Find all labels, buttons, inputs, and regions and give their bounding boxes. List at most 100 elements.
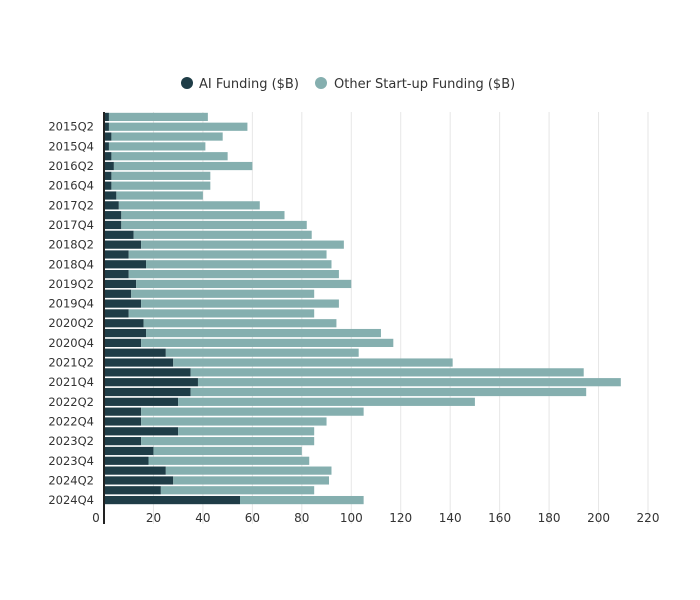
bar-ai-2023Q2 — [104, 437, 142, 446]
bar-ai-2023Q4 — [104, 456, 149, 465]
x-tick-label: 180 — [538, 511, 561, 525]
bar-other-2020Q3 — [146, 328, 381, 338]
category-label: 2017Q4 — [48, 218, 94, 232]
x-tick-labels: 0 20 40 60 80 100 120 140 160 180 200 220 — [92, 511, 659, 525]
category-label: 2018Q4 — [48, 257, 94, 271]
bar-other-2021Q1 — [165, 348, 359, 357]
legend-swatch-other — [315, 77, 327, 89]
bar-other-2020Q4 — [141, 338, 394, 347]
x-tick-label: 100 — [340, 511, 363, 525]
bar-ai-2017Q3 — [104, 211, 122, 220]
legend: AI Funding ($B) Other Start-up Funding (… — [181, 77, 515, 92]
bar-ai-2018Q3 — [104, 250, 129, 259]
bars — [104, 112, 621, 505]
x-tick-label: 80 — [294, 511, 309, 525]
x-tick-label: 120 — [389, 511, 412, 525]
category-label: 2023Q2 — [48, 434, 94, 448]
bar-other-2021Q3 — [190, 368, 584, 377]
bar-other-2020Q2 — [143, 319, 337, 328]
category-labels: 2015Q2 2015Q4 2016Q2 2016Q4 2017Q2 2017Q4 2018… — [48, 120, 94, 507]
bar-other-2022Q1 — [190, 387, 587, 397]
bar-ai-2016Q3 — [104, 171, 112, 180]
bar-other-2015Q4 — [108, 142, 206, 151]
category-label: 2023Q4 — [48, 454, 94, 468]
x-tick-label: 220 — [637, 511, 660, 525]
legend-label-ai: AI Funding ($B) — [199, 77, 299, 92]
bar-other-2017Q4 — [121, 220, 307, 230]
bar-other-2024Q4 — [240, 495, 364, 505]
bar-ai-2023Q3 — [104, 446, 154, 456]
bar-other-2015Q3 — [111, 132, 223, 141]
x-tick-label: 60 — [245, 511, 260, 525]
category-label: 2022Q2 — [48, 395, 94, 409]
category-label: 2017Q2 — [48, 198, 94, 212]
bar-ai-2019Q2 — [104, 279, 137, 289]
bar-other-2022Q4 — [141, 417, 327, 426]
x-tick-label: 200 — [587, 511, 610, 525]
category-label: 2024Q2 — [48, 473, 94, 487]
bar-ai-2020Q4 — [104, 338, 142, 347]
bar-other-2021Q2 — [173, 358, 453, 367]
bar-other-2023Q2 — [141, 437, 315, 446]
category-label: 2024Q4 — [48, 493, 94, 507]
category-label: 2019Q4 — [48, 297, 94, 311]
bar-other-2017Q2 — [118, 201, 260, 210]
bar-ai-2023Q1 — [104, 427, 179, 436]
bar-ai-2016Q4 — [104, 181, 112, 190]
bar-other-2024Q3 — [160, 486, 315, 495]
category-label: 2022Q4 — [48, 414, 94, 428]
bar-other-2021Q4 — [197, 378, 621, 387]
bar-ai-2024Q2 — [104, 476, 174, 485]
bar-ai-2019Q4 — [104, 299, 142, 308]
category-label: 2015Q2 — [48, 120, 94, 134]
bar-ai-2020Q1 — [104, 309, 129, 318]
bar-other-2015Q1 — [108, 112, 208, 122]
bar-ai-2017Q4 — [104, 220, 122, 230]
bar-ai-2016Q1 — [104, 152, 112, 161]
bar-ai-2020Q3 — [104, 328, 147, 338]
legend-label-other: Other Start-up Funding ($B) — [334, 77, 515, 92]
bar-ai-2017Q1 — [104, 191, 117, 200]
x-tick-label: 140 — [439, 511, 462, 525]
x-tick-label: 20 — [146, 511, 161, 525]
bar-ai-2022Q4 — [104, 417, 142, 426]
bar-ai-2016Q2 — [104, 161, 114, 171]
bar-ai-2021Q3 — [104, 368, 191, 377]
bar-ai-2022Q1 — [104, 387, 191, 397]
category-label: 2016Q2 — [48, 159, 94, 173]
bar-other-2019Q3 — [131, 289, 315, 298]
bar-other-2023Q3 — [153, 446, 302, 456]
bar-other-2019Q4 — [141, 299, 339, 308]
grid-lines — [152, 112, 649, 524]
bar-ai-2018Q2 — [104, 240, 142, 249]
x-tick-label: 0 — [92, 511, 100, 525]
bar-other-2024Q2 — [173, 476, 330, 485]
bar-other-2016Q4 — [111, 181, 211, 190]
bar-other-2017Q1 — [116, 191, 203, 200]
bar-other-2022Q2 — [178, 397, 475, 406]
bar-ai-2019Q3 — [104, 289, 132, 298]
bar-other-2018Q3 — [128, 250, 327, 259]
bar-ai-2018Q1 — [104, 230, 134, 239]
bar-other-2018Q4 — [146, 260, 332, 269]
bar-other-2016Q2 — [113, 161, 253, 171]
bar-ai-2021Q4 — [104, 378, 198, 387]
bar-other-2017Q3 — [121, 211, 285, 220]
category-label: 2021Q4 — [48, 375, 94, 389]
bar-ai-2019Q1 — [104, 270, 129, 279]
x-tick-label: 160 — [488, 511, 511, 525]
x-tick-label: 40 — [195, 511, 210, 525]
bar-ai-2015Q2 — [104, 122, 109, 131]
category-label: 2019Q2 — [48, 277, 94, 291]
bar-ai-2021Q2 — [104, 358, 174, 367]
bar-other-2015Q2 — [108, 122, 248, 131]
bar-other-2023Q1 — [178, 427, 315, 436]
bar-ai-2015Q1 — [104, 112, 109, 122]
bar-ai-2015Q3 — [104, 132, 112, 141]
category-label: 2018Q2 — [48, 238, 94, 252]
bar-ai-2022Q2 — [104, 397, 179, 406]
category-label: 2020Q4 — [48, 336, 94, 350]
bar-ai-2024Q3 — [104, 486, 161, 495]
bar-ai-2024Q4 — [104, 495, 240, 505]
